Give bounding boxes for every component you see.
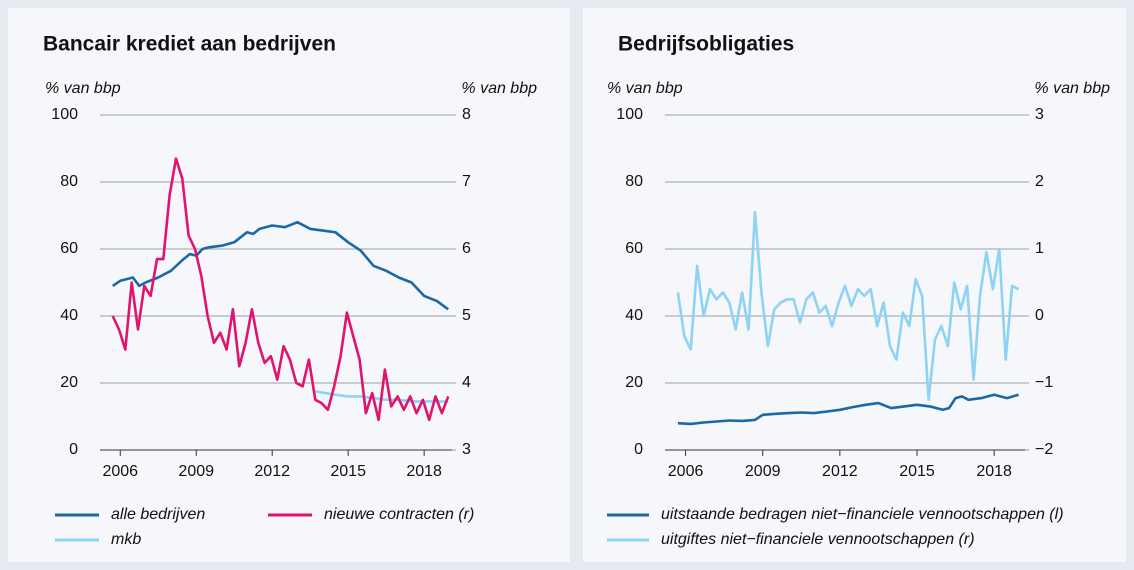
x-tick-label: 2006 bbox=[668, 463, 704, 480]
y2-tick-label: −2 bbox=[1035, 441, 1053, 458]
y2-tick-label: −1 bbox=[1035, 374, 1053, 391]
y2-tick-label: 1 bbox=[1035, 240, 1044, 257]
y-tick-label: 0 bbox=[69, 441, 78, 458]
y-tick-label: 20 bbox=[60, 374, 78, 391]
legend-text: alle bedrijven bbox=[111, 506, 205, 523]
y-tick-label: 100 bbox=[51, 106, 78, 123]
y-tick-label: 20 bbox=[625, 374, 643, 391]
y-tick-label: 0 bbox=[634, 441, 643, 458]
series-line bbox=[315, 390, 449, 403]
y-axis-label: % van bbp bbox=[45, 80, 121, 97]
x-tick-label: 2012 bbox=[254, 463, 290, 480]
y2-axis-label: % van bbp bbox=[1034, 80, 1110, 97]
y2-tick-label: 5 bbox=[462, 307, 471, 324]
y-tick-label: 40 bbox=[625, 307, 643, 324]
panel bbox=[583, 8, 1126, 562]
x-tick-label: 2009 bbox=[745, 463, 781, 480]
legend-text: nieuwe contracten (r) bbox=[324, 506, 474, 523]
legend-text: uitgiftes niet−financiele vennootschappe… bbox=[661, 531, 975, 548]
x-tick-label: 2018 bbox=[976, 463, 1012, 480]
x-tick-label: 2018 bbox=[406, 463, 442, 480]
y-tick-label: 80 bbox=[60, 173, 78, 190]
panel bbox=[8, 8, 570, 562]
series-line bbox=[676, 210, 1020, 402]
chart-title: Bancair krediet aan bedrijven bbox=[43, 33, 336, 56]
legend-text: mkb bbox=[111, 531, 141, 548]
y2-tick-label: 2 bbox=[1035, 173, 1044, 190]
x-tick-label: 2015 bbox=[899, 463, 935, 480]
legend-text: uitstaande bedragen niet−financiele venn… bbox=[661, 506, 1064, 523]
series-line bbox=[677, 393, 1019, 426]
y-tick-label: 40 bbox=[60, 307, 78, 324]
y-tick-label: 60 bbox=[60, 240, 78, 257]
y2-tick-label: 8 bbox=[462, 106, 471, 123]
series-line bbox=[111, 220, 449, 311]
y-tick-label: 80 bbox=[625, 173, 643, 190]
x-tick-label: 2015 bbox=[330, 463, 366, 480]
y-tick-label: 100 bbox=[616, 106, 643, 123]
y-tick-label: 60 bbox=[625, 240, 643, 257]
x-tick-label: 2009 bbox=[178, 463, 214, 480]
y2-tick-label: 6 bbox=[462, 240, 471, 257]
y2-tick-label: 7 bbox=[462, 173, 471, 190]
x-tick-label: 2006 bbox=[102, 463, 138, 480]
y2-tick-label: 4 bbox=[462, 374, 471, 391]
y-axis-label: % van bbp bbox=[607, 80, 683, 97]
y2-tick-label: 3 bbox=[462, 441, 471, 458]
x-tick-label: 2012 bbox=[822, 463, 858, 480]
y2-tick-label: 0 bbox=[1035, 307, 1044, 324]
series-line bbox=[111, 157, 450, 422]
y2-tick-label: 3 bbox=[1035, 106, 1044, 123]
chart-title: Bedrijfsobligaties bbox=[618, 33, 794, 56]
y2-axis-label: % van bbp bbox=[461, 80, 537, 97]
